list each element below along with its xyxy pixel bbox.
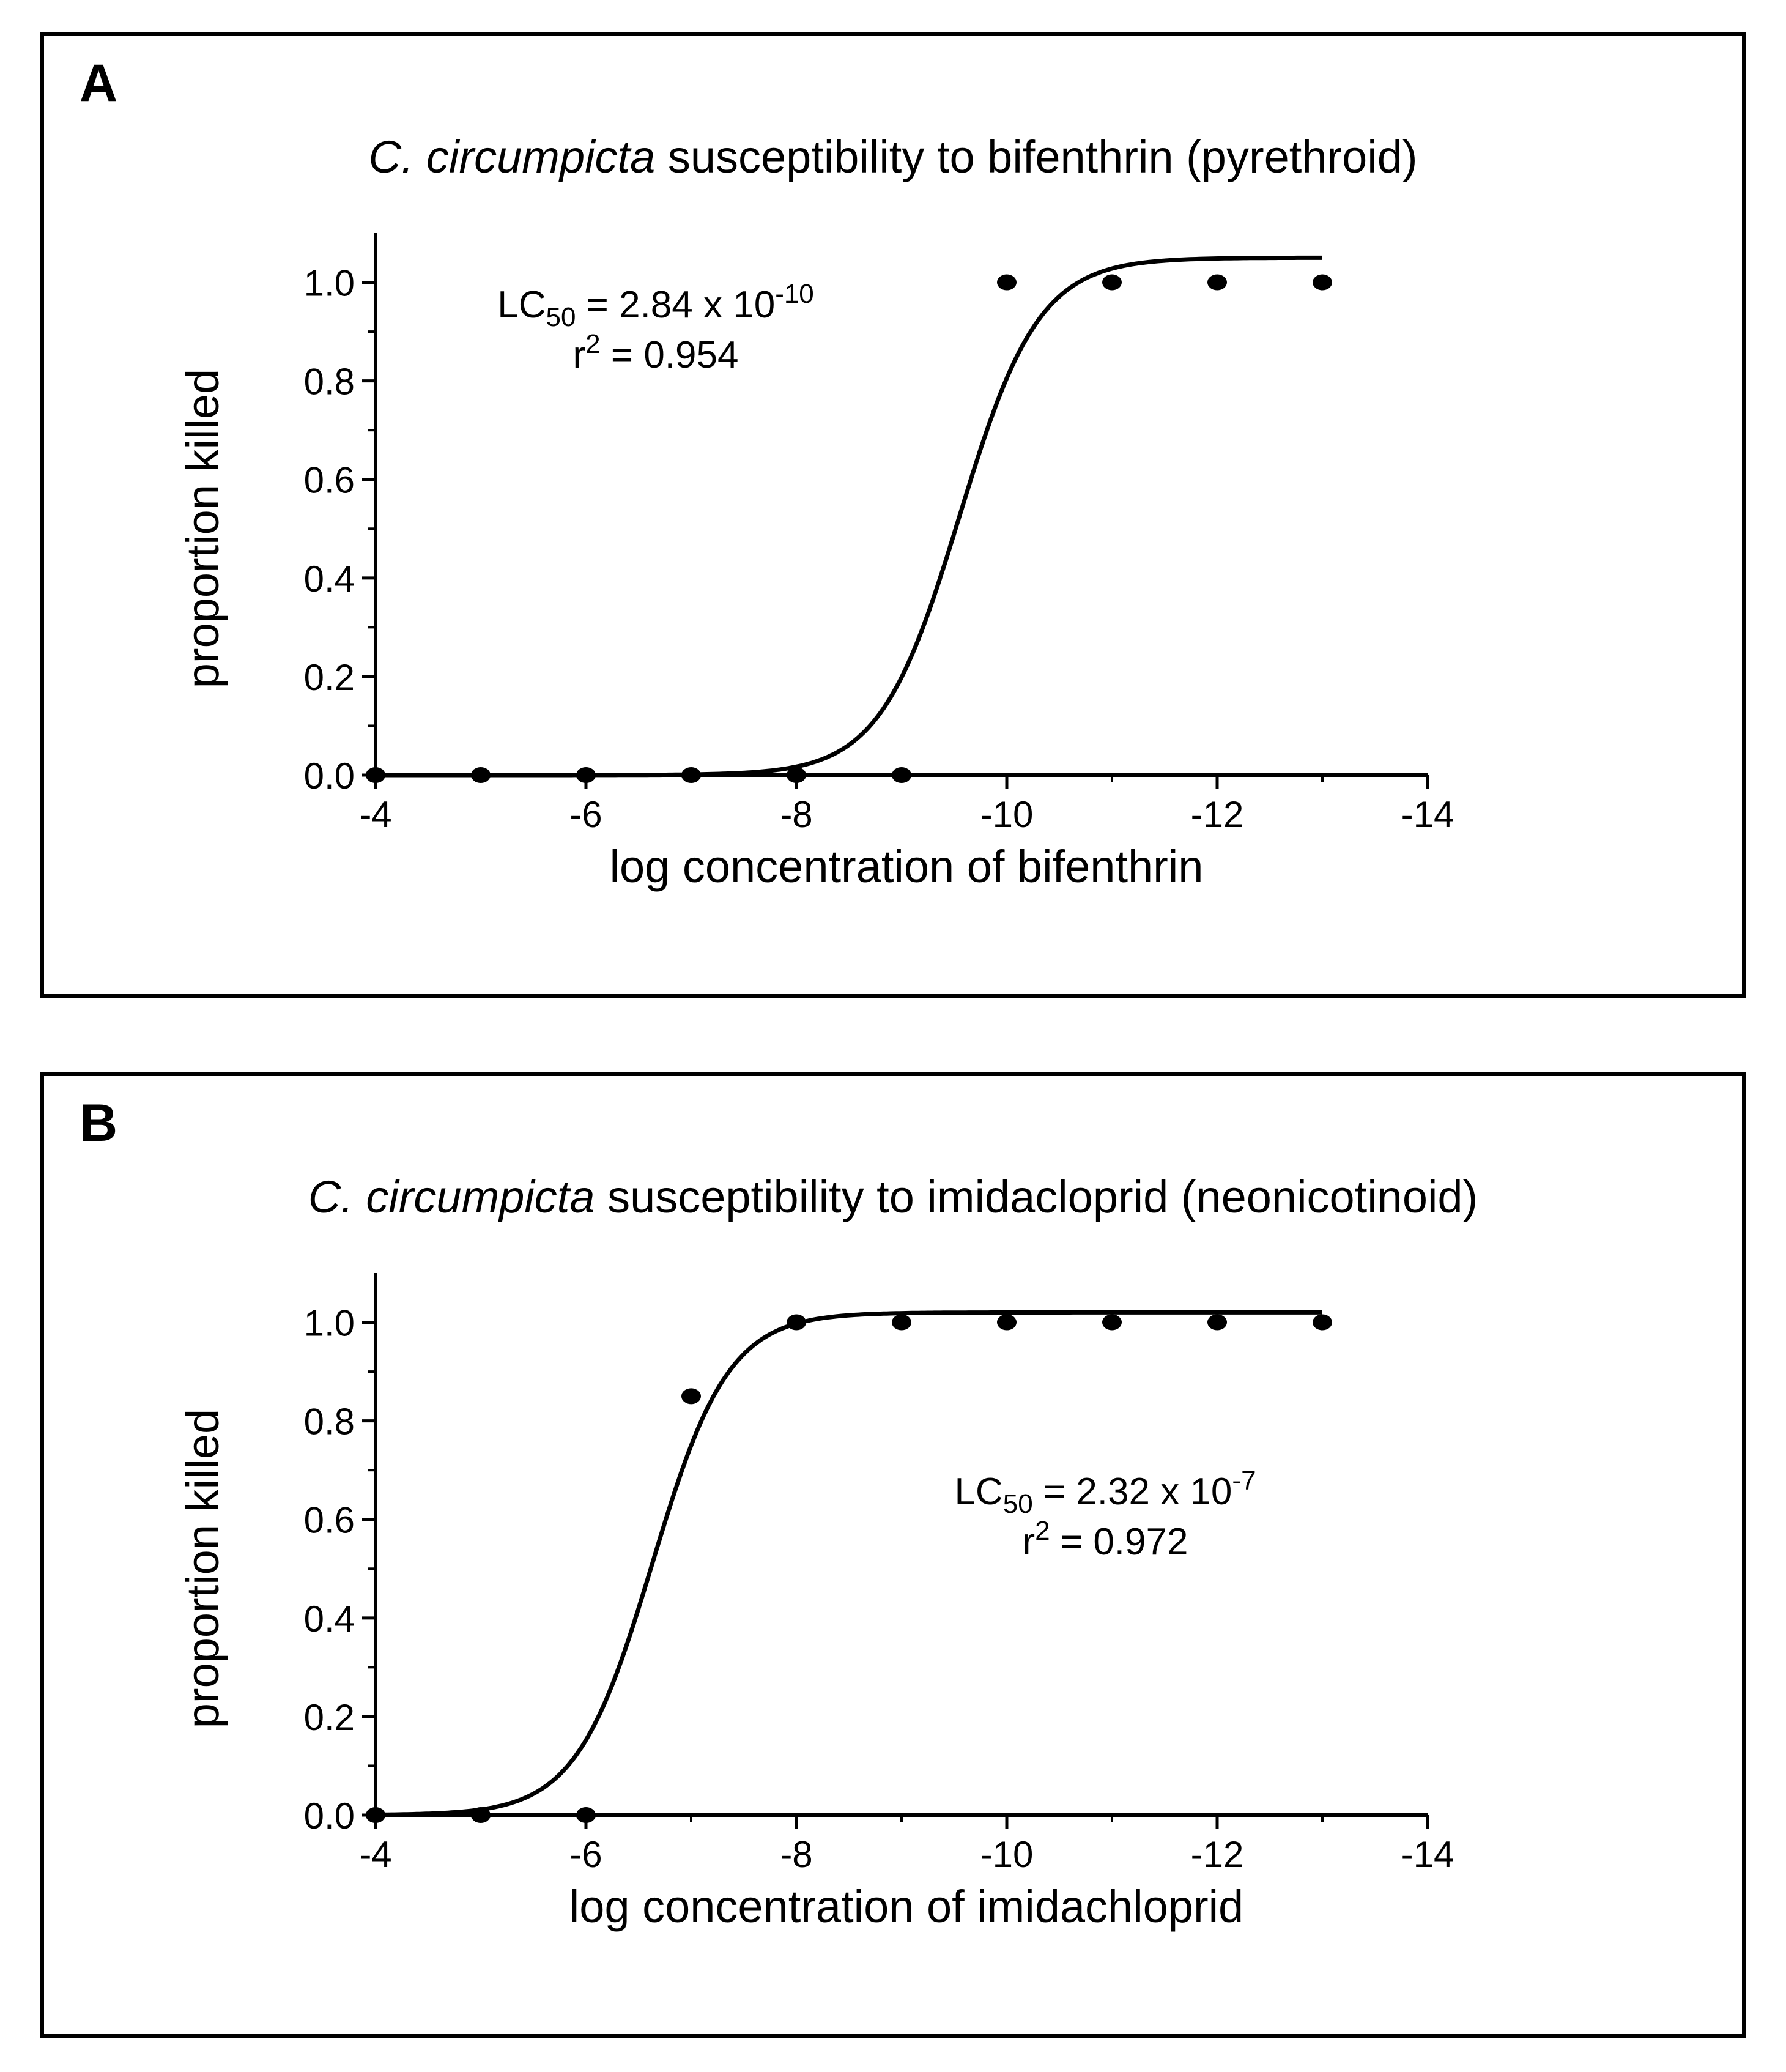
r2-exponent: 2 bbox=[585, 329, 600, 359]
x-axis-label: log concentration of bifenthrin bbox=[610, 841, 1204, 892]
data-point bbox=[1207, 1314, 1227, 1331]
x-tick-label: -10 bbox=[980, 794, 1034, 835]
data-point bbox=[787, 1314, 806, 1331]
chart-title: C. circumpicta susceptibility to imidacl… bbox=[44, 1171, 1742, 1223]
data-point bbox=[366, 1807, 385, 1823]
data-point bbox=[366, 767, 385, 783]
r2-prefix: r bbox=[1023, 1521, 1036, 1563]
y-tick-label: 0.0 bbox=[304, 756, 355, 796]
lc50-value: = 2.84 x 10 bbox=[576, 284, 775, 326]
data-point bbox=[681, 767, 701, 783]
data-point bbox=[576, 767, 596, 783]
chart-b: 0.0 0.2 0.4 0.6 0.8 1.0 -4 -6 -8 -10 -12 -14 log con… bbox=[177, 1273, 1454, 1932]
data-point bbox=[997, 1314, 1017, 1331]
chart-a: 0.0 0.2 0.4 0.6 0.8 1.0 -4 -6 -8 -10 -12 -14 log con… bbox=[177, 233, 1454, 892]
x-tick-label: -8 bbox=[780, 1834, 812, 1875]
data-point bbox=[1313, 1314, 1332, 1331]
y-axis-label: proportion killed bbox=[177, 1409, 228, 1728]
data-point bbox=[1313, 274, 1332, 291]
lc50-exponent: -10 bbox=[775, 279, 814, 309]
y-tick-label: 1.0 bbox=[304, 263, 355, 304]
y-tick-label: 0.4 bbox=[304, 559, 355, 600]
title-rest: susceptibility to imidacloprid (neonicot… bbox=[595, 1172, 1478, 1222]
x-tick-label: -8 bbox=[780, 794, 812, 835]
fit-curve bbox=[376, 255, 1322, 778]
y-tick-label: 0.2 bbox=[304, 1697, 355, 1738]
y-tick-label: 0.8 bbox=[304, 1402, 355, 1443]
y-axis-label: proportion killed bbox=[177, 369, 228, 688]
data-point bbox=[1102, 1314, 1122, 1331]
fit-curve bbox=[376, 1310, 1322, 1817]
lc50-prefix: LC bbox=[954, 1471, 1002, 1513]
lc50-subscript: 50 bbox=[546, 302, 576, 332]
lc50-annotation: LC50 = 2.32 x 10-7 bbox=[954, 1466, 1256, 1519]
r2-annotation: r2 = 0.972 bbox=[1023, 1516, 1188, 1563]
lc50-prefix: LC bbox=[497, 284, 546, 326]
title-rest: susceptibility to bifenthrin (pyrethroid… bbox=[655, 132, 1418, 182]
y-tick-label: 0.6 bbox=[304, 1500, 355, 1541]
x-tick-label: -14 bbox=[1401, 794, 1454, 835]
data-point bbox=[471, 767, 491, 783]
data-point bbox=[576, 1807, 596, 1823]
data-point bbox=[892, 767, 911, 783]
y-tick-label: 0.8 bbox=[304, 362, 355, 403]
x-tick-label: -12 bbox=[1191, 794, 1244, 835]
panel-b: B C. circumpicta susceptibility to imida… bbox=[40, 1072, 1746, 2038]
r2-value: = 0.972 bbox=[1050, 1521, 1188, 1563]
lc50-subscript: 50 bbox=[1003, 1489, 1033, 1519]
y-tick-label: 0.2 bbox=[304, 657, 355, 698]
x-tick-label: -6 bbox=[569, 1834, 602, 1875]
lc50-annotation: LC50 = 2.84 x 10-10 bbox=[497, 279, 814, 332]
x-tick-label: -14 bbox=[1401, 1834, 1454, 1875]
data-point bbox=[787, 767, 806, 783]
chart-title: C. circumpicta susceptibility to bifenth… bbox=[44, 131, 1742, 183]
y-tick-label: 0.6 bbox=[304, 460, 355, 501]
x-tick-label: -10 bbox=[980, 1834, 1034, 1875]
data-point bbox=[892, 1314, 911, 1331]
panel-letter: A bbox=[80, 54, 118, 113]
lc50-value: = 2.32 x 10 bbox=[1033, 1471, 1232, 1513]
r2-exponent: 2 bbox=[1035, 1516, 1050, 1546]
x-tick-label: -4 bbox=[359, 1834, 391, 1875]
panel-a: A C. circumpicta susceptibility to bifen… bbox=[40, 32, 1746, 998]
y-tick-label: 0.0 bbox=[304, 1795, 355, 1836]
title-species: C. circumpicta bbox=[308, 1172, 595, 1222]
data-point bbox=[997, 274, 1017, 291]
lc50-exponent: -7 bbox=[1232, 1466, 1256, 1496]
x-tick-label: -12 bbox=[1191, 1834, 1244, 1875]
r2-annotation: r2 = 0.954 bbox=[573, 329, 739, 376]
data-point bbox=[471, 1807, 491, 1823]
x-axis-label: log concentration of imidachloprid bbox=[569, 1881, 1243, 1932]
y-tick-label: 0.4 bbox=[304, 1599, 355, 1639]
data-point bbox=[1102, 274, 1122, 291]
x-tick-label: -6 bbox=[569, 794, 602, 835]
data-point bbox=[1207, 274, 1227, 291]
title-species: C. circumpicta bbox=[368, 132, 656, 182]
panel-letter: B bbox=[80, 1094, 118, 1153]
r2-value: = 0.954 bbox=[601, 334, 739, 376]
r2-prefix: r bbox=[573, 334, 586, 376]
y-tick-label: 1.0 bbox=[304, 1303, 355, 1344]
x-tick-label: -4 bbox=[359, 794, 391, 835]
data-point bbox=[681, 1388, 701, 1405]
